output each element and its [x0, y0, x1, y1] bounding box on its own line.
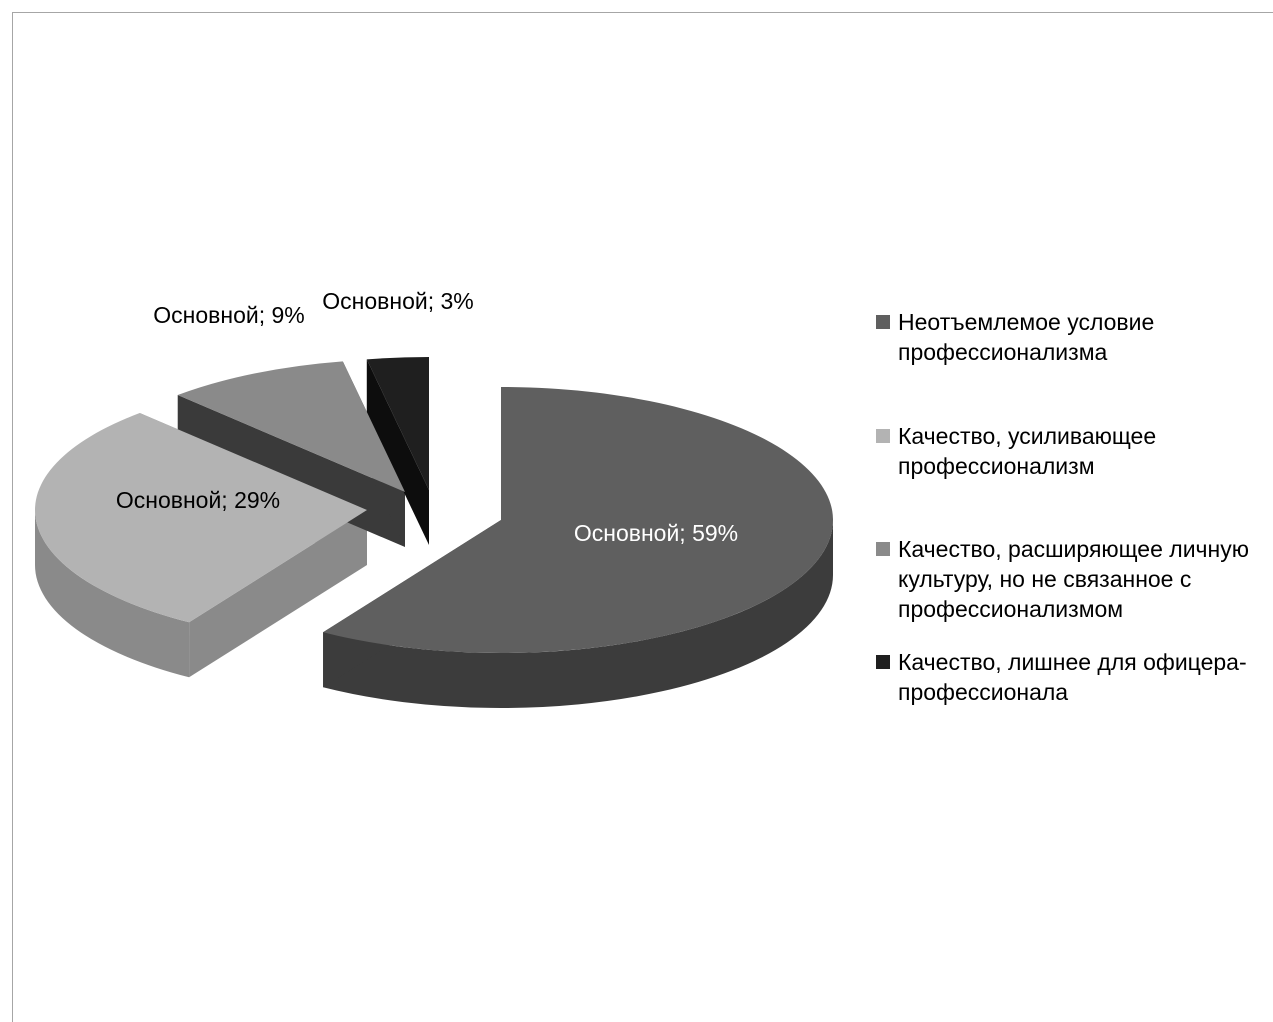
legend-item: Неотъемлемое условие профессионализма	[876, 309, 1154, 365]
pie-data-label: Основной; 9%	[153, 302, 304, 328]
legend-item: Качество, расширяющее личную культуру, но…	[876, 536, 1249, 622]
legend-label: Качество, усиливающее	[898, 423, 1156, 449]
legend-label: Качество, расширяющее личную	[898, 536, 1249, 562]
legend-item: Качество, лишнее для офицера-профессиона…	[876, 649, 1247, 705]
pie-slice-side	[35, 510, 190, 678]
chart-frame	[12, 12, 1273, 1022]
pie-data-labels: Основной; 59% Основной; 29% Основной; 9% Ос…	[116, 288, 738, 546]
legend-label: профессионализм	[898, 453, 1095, 479]
legend-swatch	[876, 429, 890, 443]
pie-slice	[35, 413, 368, 623]
legend-label: Качество, лишнее для офицера-	[898, 649, 1247, 675]
pie-data-label: Основной; 3%	[322, 288, 473, 314]
pie-slice	[177, 361, 405, 492]
legend: Неотъемлемое условие профессионализма Каче…	[876, 309, 1249, 705]
legend-label: профессионала	[898, 679, 1068, 705]
legend-swatch	[876, 315, 890, 329]
pie-tops	[35, 357, 834, 654]
pie-data-label: Основной; 59%	[574, 520, 738, 546]
pie-data-label: Основной; 29%	[116, 487, 280, 513]
pie-slice-wall	[189, 510, 367, 678]
legend-swatch	[876, 542, 890, 556]
legend-swatch	[876, 655, 890, 669]
pie-slice	[366, 357, 429, 490]
pie-slice-wall	[366, 359, 429, 545]
legend-label: профессионализма	[898, 339, 1108, 365]
legend-label: культуру, но не связанное с	[898, 566, 1191, 592]
pie-slice	[323, 387, 834, 654]
pie-slice-side	[323, 520, 833, 708]
legend-label: Неотъемлемое условие	[898, 309, 1154, 335]
legend-item: Качество, усиливающее профессионализм	[876, 423, 1156, 479]
legend-label: профессионализмом	[898, 596, 1123, 622]
